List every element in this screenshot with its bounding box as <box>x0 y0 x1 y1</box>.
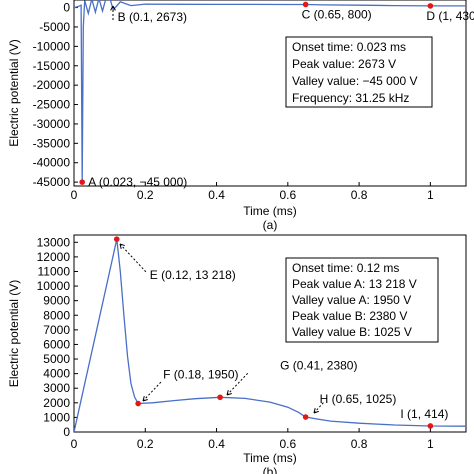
info-box-line: Valley value A: 1950 V <box>292 293 411 307</box>
point-label: E (0.12, 13 218) <box>150 268 236 282</box>
point-label: I (1, 414) <box>400 407 448 421</box>
y-tick-label: 13000 <box>37 235 71 249</box>
annotation-arrowhead <box>226 390 232 396</box>
y-tick-label: 8000 <box>43 308 70 322</box>
chart-panel-b: 0 0.2 0.4 0.6 0.8 1 01000200030004000500060007… <box>7 234 467 474</box>
annotation-arrowhead <box>119 243 125 249</box>
data-point-marker <box>427 3 434 9</box>
data-point-marker <box>79 179 85 185</box>
x-axis-label: Time (ms) <box>243 204 297 218</box>
x-tick-label: 0 <box>71 437 78 451</box>
point-label: C (0.65, 800) <box>302 7 372 21</box>
y-tick-label: 2000 <box>43 396 70 410</box>
info-box-line: Onset time: 0.12 ms <box>292 261 399 275</box>
annotation-arrowhead <box>313 408 319 414</box>
x-tick-label: 0.8 <box>351 188 368 202</box>
y-tick-label: 11000 <box>38 264 71 278</box>
x-tick-label: 0.4 <box>208 188 225 202</box>
data-point-marker <box>135 400 141 407</box>
y-tick-label: 3000 <box>43 381 70 395</box>
panel-label: (b) <box>263 465 278 474</box>
y-tick-label: 10000 <box>37 279 71 293</box>
y-tick-label: 0 <box>63 425 70 439</box>
annotation-arrow <box>119 243 147 273</box>
x-tick-label: 1 <box>427 437 434 451</box>
annotation-arrow <box>142 381 162 402</box>
y-tick-label: -15000 <box>33 59 71 73</box>
x-tick-label: 0.4 <box>208 437 225 451</box>
x-axis-label: Time (ms) <box>243 451 297 465</box>
x-tick-label: 1 <box>427 188 434 202</box>
data-point-marker <box>302 414 309 420</box>
y-tick-label: -45000 <box>33 175 71 189</box>
y-tick-label: -20000 <box>33 78 71 92</box>
x-tick-label: 0.6 <box>279 437 296 451</box>
y-tick-label: 1000 <box>43 410 70 424</box>
x-tick-label: 0.2 <box>137 188 154 202</box>
y-tick-label: -10000 <box>33 39 71 53</box>
chart-panel-a: 0 0.2 0.4 0.6 0.8 1 0 -5000 -10000 -15000 -20000 -2… <box>7 0 474 232</box>
y-tick-label: 9000 <box>43 294 70 308</box>
data-point-marker <box>113 236 120 242</box>
y-axis-label: Electric potential (V) <box>7 280 21 387</box>
panel-label: (a) <box>263 218 278 232</box>
point-label: D (1, 430) <box>426 9 474 23</box>
data-point-marker <box>427 423 434 429</box>
info-box-line: Peak value A: 13 218 V <box>292 277 417 291</box>
data-point-marker <box>217 394 223 401</box>
info-box-line: Valley value B: 1025 V <box>292 325 412 339</box>
y-tick-label: 7000 <box>43 323 70 337</box>
x-tick-label: 0.6 <box>279 188 296 202</box>
y-tick-label: -30000 <box>33 117 71 131</box>
info-box-line: Frequency: 31.25 kHz <box>292 91 409 105</box>
series-line <box>74 0 466 183</box>
y-tick-label: 6000 <box>43 337 70 351</box>
point-label: H (0.65, 1025) <box>320 392 397 406</box>
y-tick-label: -35000 <box>33 136 71 150</box>
info-box-line: Peak value: 2673 V <box>292 57 396 71</box>
x-tick-label: 0.2 <box>137 437 154 451</box>
data-point-marker <box>302 1 309 8</box>
annotation-arrow <box>313 401 325 414</box>
point-label: G (0.41, 2380) <box>280 358 357 372</box>
y-tick-label: 5000 <box>43 352 70 366</box>
annotation-arrowhead <box>110 5 116 11</box>
info-box-line: Peak value B: 2380 V <box>292 309 407 323</box>
y-tick-label: -5000 <box>39 20 70 34</box>
point-label: F (0.18, 1950) <box>163 368 238 382</box>
y-tick-label: 0 <box>63 1 70 15</box>
y-tick-label: -40000 <box>33 156 71 170</box>
x-tick-label: 0.8 <box>351 437 368 451</box>
y-tick-label: 12000 <box>37 250 71 264</box>
annotation-arrow <box>226 372 249 396</box>
plot-frame <box>73 0 467 187</box>
info-box-line: Valley value: −45 000 V <box>292 74 418 88</box>
info-box <box>285 36 433 108</box>
annotation-arrowhead <box>142 396 148 402</box>
series-line <box>74 238 466 432</box>
point-label: B (0.1, 2673) <box>118 10 187 24</box>
y-axis-label: Electric potential (V) <box>7 39 21 146</box>
point-label: A (0.023, −45 000) <box>88 175 187 189</box>
y-tick-label: 4000 <box>43 367 70 381</box>
plot-frame <box>73 234 467 433</box>
info-box-line: Onset time: 0.023 ms <box>292 40 406 54</box>
y-tick-label: -25000 <box>33 98 71 112</box>
info-box <box>285 257 439 343</box>
x-tick-label: 0 <box>71 188 78 202</box>
